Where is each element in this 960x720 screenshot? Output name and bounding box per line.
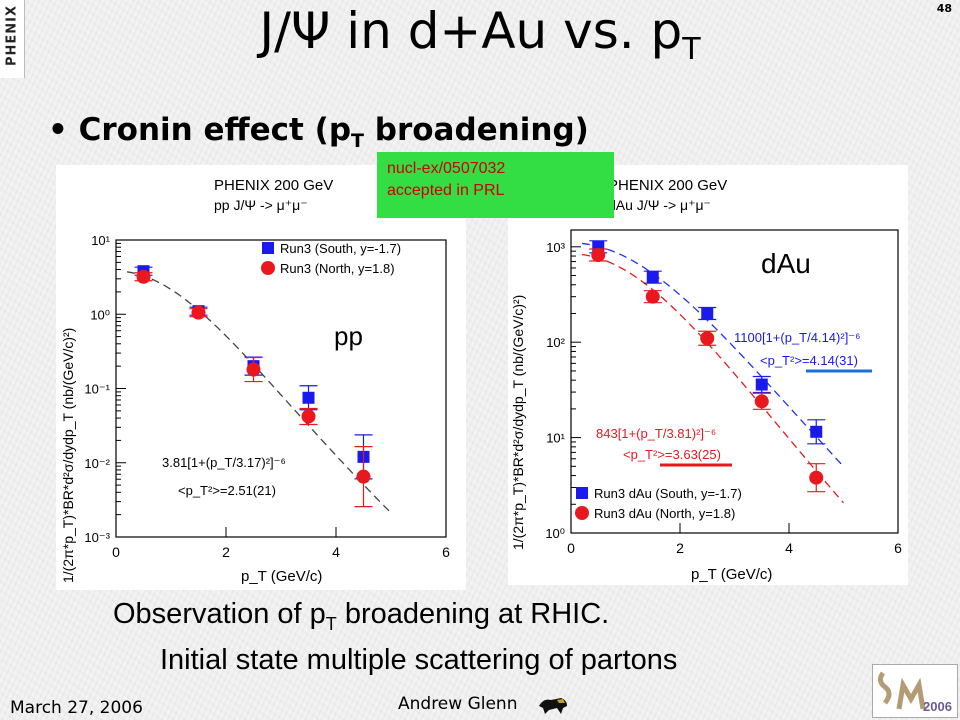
x-tick-label: 6: [894, 540, 902, 556]
dau-legend: Run3 dAu (South, y=-1.7) Run3 dAu (North,…: [575, 486, 742, 521]
dau-header-1: PHENIX 200 GeV: [608, 177, 727, 194]
phenix-logo: PHENIX: [0, 0, 25, 78]
pp-header-2: pp J/Ψ -> μ⁺μ⁻: [214, 197, 308, 213]
observation-line-2: Initial state multiple scattering of par…: [160, 644, 678, 676]
legend-marker-circle: [575, 506, 589, 520]
legend-label: Run3 (South, y=-1.7): [280, 241, 401, 256]
dau-axes: 0 2 4 6 10⁰ 10¹ 10² 10³: [545, 229, 902, 556]
x-tick-label: 4: [332, 544, 340, 560]
dau-fit-blue-1: 1100[1+(p_T/4.14)²]⁻⁶: [734, 330, 861, 345]
bullet-text-post: broadening): [363, 112, 589, 148]
slide-number: 48: [936, 2, 952, 15]
slide-title: J/Ψ in d+Au vs. pT: [0, 2, 960, 67]
plot-frame: [570, 229, 899, 534]
paper-id: nucl-ex/0507032: [387, 160, 506, 177]
obs-subscript: T: [325, 613, 337, 634]
pp-axes: 0 2 4 6 10⁻³ 10⁻² 10⁻¹ 10⁰ 10¹: [84, 233, 450, 560]
dau-chart: PHENIX 200 GeV dAu J/Ψ -> μ⁺μ⁻ 0 2 4 6 10⁰ 10…: [510, 177, 902, 583]
data-point-circle: [591, 248, 606, 263]
legend-label: Run3 dAu (North, y=1.8): [594, 506, 735, 521]
pp-legend: Run3 (South, y=-1.7) Run3 (North, y=1.8): [261, 241, 401, 276]
x-tick-label: 2: [676, 540, 684, 556]
data-point-circle: [809, 470, 824, 485]
dau-corner-label: dAu: [761, 248, 811, 279]
y-tick-label: 10²: [546, 335, 565, 350]
buffalo-logo-icon: [539, 698, 567, 714]
observation-line-1: Observation of pT broadening at RHIC.: [113, 598, 609, 635]
x-tick-label: 2: [222, 544, 230, 560]
dau-fit-red-1: 843[1+(p_T/3.81)²]⁻⁶: [596, 426, 716, 441]
data-point-square: [302, 391, 315, 404]
dau-marks: [589, 240, 826, 493]
data-point-circle: [301, 409, 316, 424]
paper-reference-box: nucl-ex/0507032 accepted in PRL: [377, 152, 614, 218]
data-point-square: [810, 425, 823, 438]
data-point-circle: [191, 305, 206, 320]
data-point-circle: [136, 269, 151, 284]
pp-ylabel: 1/(2π*p_T)*BR*d²σ/dydp_T (nb/(GeV/c)²): [60, 328, 76, 583]
pp-fit-label-2: <p_T²>=2.51(21): [178, 483, 276, 498]
x-tick-label: 0: [567, 540, 575, 556]
x-tick-label: 0: [112, 544, 120, 560]
svg-text:2006: 2006: [923, 699, 952, 714]
plot-frame: [115, 239, 447, 538]
data-point-circle: [754, 394, 769, 409]
dau-plot-background: [508, 165, 908, 585]
x-tick-label: 4: [785, 540, 793, 556]
legend-marker-circle: [261, 261, 275, 275]
pp-marks: [134, 265, 373, 508]
pp-fit: [126, 271, 392, 514]
obs-post: broadening at RHIC.: [336, 598, 610, 630]
obs-pre: Observation of p: [113, 598, 326, 630]
title-subscript: T: [682, 32, 701, 67]
fit-curve-blue: [581, 242, 844, 467]
y-tick-label: 10¹: [91, 233, 110, 248]
y-tick-label: 10⁰: [90, 307, 110, 322]
data-point-circle: [700, 331, 715, 346]
fit-curve: [126, 271, 392, 514]
y-tick-label: 10¹: [546, 431, 565, 446]
y-tick-label: 10⁰: [545, 526, 565, 541]
pp-corner-label: pp: [334, 321, 363, 351]
x-tick-label: 6: [442, 544, 450, 560]
title-text: J/Ψ in d+Au vs. p: [259, 2, 683, 60]
data-point-square: [646, 271, 659, 284]
pp-chart: PHENIX 200 GeV pp J/Ψ -> μ⁺μ⁻ 0 2 4 6 10⁻³ 10…: [60, 177, 450, 585]
data-point-circle: [356, 469, 371, 484]
footer-date: March 27, 2006: [10, 698, 143, 718]
pp-xlabel: p_T (GeV/c): [241, 568, 322, 585]
paper-status: accepted in PRL: [387, 182, 505, 199]
fit-curve-red: [581, 253, 844, 504]
footer-author: Andrew Glenn: [398, 694, 518, 714]
sqm2006-logo-icon: 2006: [872, 664, 958, 718]
dau-header-2: dAu J/Ψ -> μ⁺μ⁻: [608, 197, 711, 213]
bullet-text-pre: Cronin effect (p: [78, 112, 352, 148]
dau-fit-red-2: <p_T²>=3.63(25): [623, 447, 721, 462]
y-tick-label: 10⁻³: [84, 530, 110, 545]
data-point-square: [755, 378, 768, 391]
legend-label: Run3 dAu (South, y=-1.7): [594, 486, 742, 501]
dau-ylabel: 1/(2π*p_T)*BR*d²σ/dydp_T (nb/(GeV/c)²): [510, 295, 526, 550]
bullet-point: • Cronin effect (pT broadening): [48, 112, 589, 153]
legend-label: Run3 (North, y=1.8): [280, 261, 395, 276]
data-point-circle: [246, 362, 261, 377]
data-point-circle: [645, 289, 660, 304]
legend-marker-square: [262, 242, 274, 254]
dau-xlabel: p_T (GeV/c): [691, 566, 772, 583]
data-point-square: [701, 307, 714, 320]
y-tick-label: 10⁻²: [84, 456, 110, 471]
pp-header-1: PHENIX 200 GeV: [214, 177, 333, 194]
dau-fit: [581, 242, 844, 504]
dau-fit-blue-2: <p_T²>=4.14(31): [760, 353, 858, 368]
pp-fit-label-1: 3.81[1+(p_T/3.17)²]⁻⁶: [162, 455, 286, 470]
y-tick-label: 10³: [546, 240, 565, 255]
bullet-subscript: T: [351, 130, 364, 153]
y-tick-label: 10⁻¹: [84, 382, 110, 397]
pp-plot-background: [56, 165, 466, 590]
legend-marker-square: [576, 487, 588, 499]
